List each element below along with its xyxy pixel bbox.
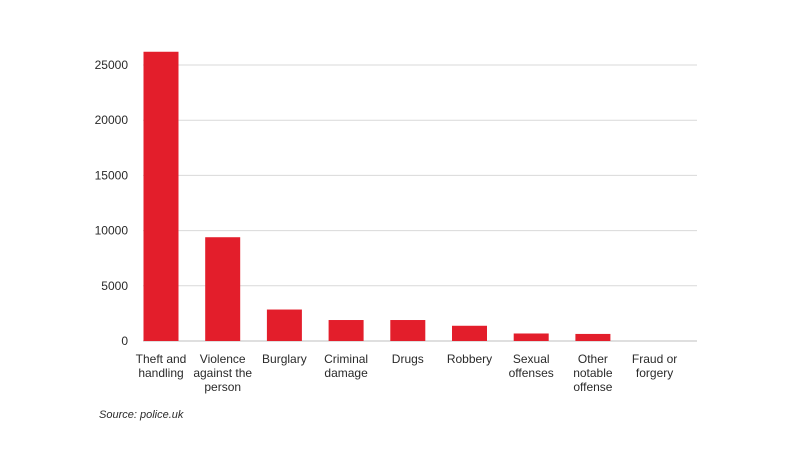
x-tick-label: Robbery — [447, 352, 492, 366]
y-tick-label: 5000 — [101, 279, 128, 293]
bar — [390, 320, 426, 341]
bar — [143, 51, 179, 341]
bar — [205, 237, 241, 341]
bars — [143, 51, 611, 341]
y-axis-ticks: 0 5000 10000 15000 20000 25000 — [95, 58, 129, 348]
bar-chart: 0 5000 10000 15000 20000 25000 Theft and handl… — [95, 51, 697, 394]
x-tick-label: Drugs — [392, 352, 424, 366]
x-tick-label: Fraud or forgery — [632, 352, 677, 380]
x-tick-label: Criminal damage — [324, 352, 368, 380]
bar — [513, 333, 549, 341]
y-tick-label: 15000 — [95, 168, 129, 182]
bar — [575, 333, 611, 341]
x-tick-label: Violence against the person — [193, 352, 252, 394]
y-tick-label: 25000 — [95, 58, 129, 72]
y-tick-label: 10000 — [95, 224, 129, 238]
bar — [328, 320, 364, 341]
x-tick-label: Sexual offenses — [509, 352, 554, 380]
x-tick-label: Other notable offense — [573, 352, 613, 394]
y-tick-label: 20000 — [95, 113, 129, 127]
bar — [266, 309, 302, 341]
x-tick-label: Burglary — [262, 352, 307, 366]
y-tick-label: 0 — [121, 334, 128, 348]
bar — [452, 325, 487, 341]
source-note: Source: police.uk — [99, 409, 184, 421]
x-tick-label: Theft and handling — [136, 352, 187, 380]
